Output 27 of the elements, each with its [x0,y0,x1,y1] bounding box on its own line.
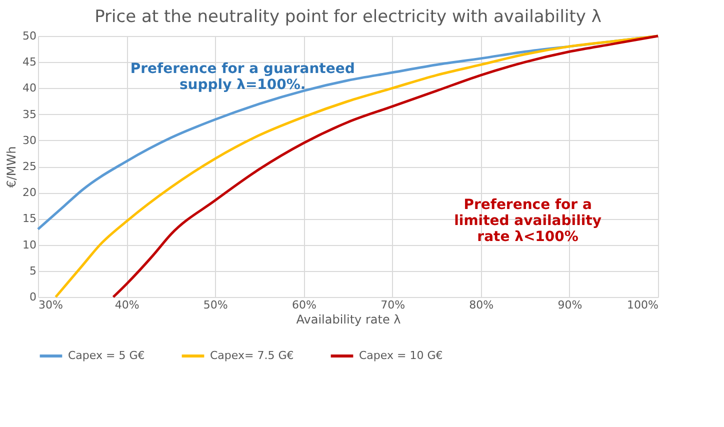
y-tick-label: 50 [22,30,36,42]
y-tick-label: 25 [22,160,36,173]
x-tick-label: 60% [292,298,316,312]
y-tick-label: 0 [30,290,36,304]
annotation: Preference for a guaranteed supply λ=100%. [130,61,355,94]
y-tick-label: 40 [22,82,36,95]
legend-label: Capex= 7.5 G€ [210,349,294,362]
x-tick-label: 100% [627,298,658,312]
x-tick-label: 70% [380,298,406,312]
x-tick-label: 30% [38,298,63,312]
y-tick-label: 15 [22,212,36,226]
x-tick-label: 50% [203,298,228,312]
annotation: Preference for a limited availability rate λ<100% [454,196,602,245]
y-tick-label: 45 [22,56,36,69]
x-axis-title: Availability rate λ [296,312,401,326]
legend-label: Capex = 5 G€ [68,349,145,362]
x-tick-label: 90% [558,298,582,312]
y-axis-title: €/MWh [4,146,19,188]
x-tick-label: 80% [469,298,494,312]
legend-label: Capex = 10 G€ [359,349,443,362]
y-tick-label: 20 [22,186,36,200]
y-tick-label: 35 [22,108,36,121]
y-tick-label: 30 [22,134,36,147]
y-tick-label: 10 [22,238,36,252]
y-tick-label: 5 [30,264,36,278]
chart-title: Price at the neutrality point for electricity with availability λ [94,7,602,27]
x-tick-label: 40% [114,298,140,312]
